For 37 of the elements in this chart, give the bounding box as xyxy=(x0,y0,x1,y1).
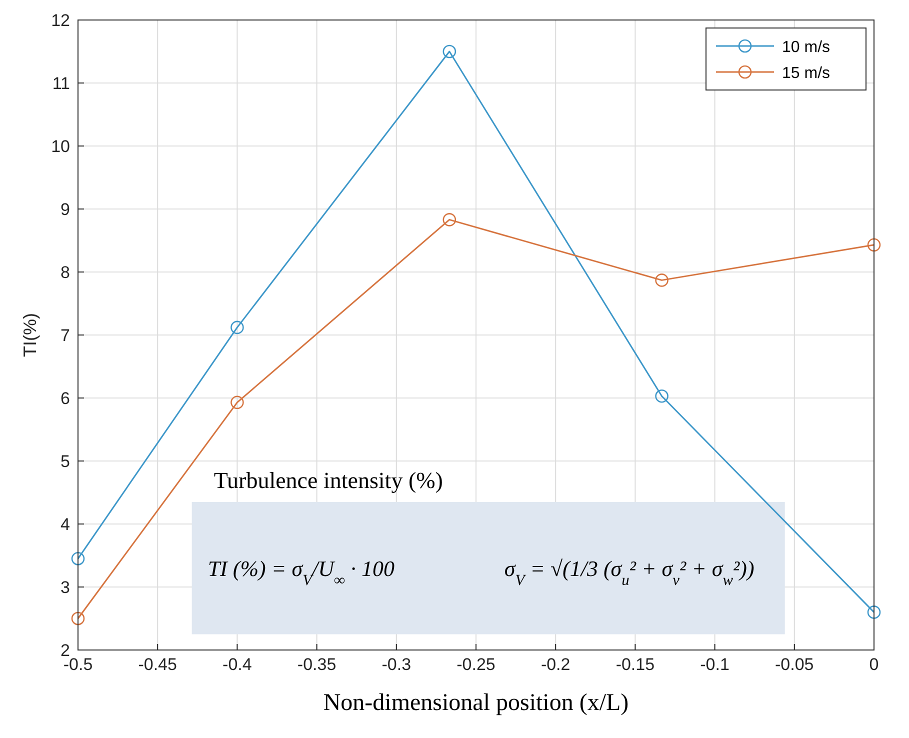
point xyxy=(867,606,881,619)
x-tick-label: -0.2 xyxy=(540,655,570,674)
point xyxy=(655,389,668,403)
y-tick-label: 9 xyxy=(60,200,70,219)
y-tick-label: 10 xyxy=(51,137,70,156)
point xyxy=(230,396,244,410)
x-tick-label: -0.3 xyxy=(382,655,412,674)
legend-label: 10 m/s xyxy=(782,39,830,56)
y-tick-label: 5 xyxy=(60,452,70,471)
y-tick-label: 4 xyxy=(60,515,70,534)
text: σ$_{V}$ = √(1/3 (σ$_{u}$² + σ$_{v}$² + σ$_{w}$²)) xyxy=(504,556,754,589)
x-tick-label: -0.15 xyxy=(616,655,655,674)
point xyxy=(230,320,244,334)
point xyxy=(442,213,456,226)
y-tick-label: 12 xyxy=(51,11,70,30)
point xyxy=(71,612,85,626)
x-tick-label: -0.05 xyxy=(775,655,814,674)
x-tick-label: -0.35 xyxy=(297,655,336,674)
x-tick-label: -0.4 xyxy=(222,655,252,674)
y-tick-label: 3 xyxy=(60,578,70,597)
point xyxy=(867,238,881,252)
annotation: TI (%) = σ$_{V}$/U$_{∞}$ · 100 xyxy=(208,556,394,589)
y-tick-label: 6 xyxy=(60,389,70,408)
point xyxy=(655,274,668,287)
x-axis-title: Non-dimensional position (x/L) xyxy=(323,690,629,716)
x-tick-label: -0.1 xyxy=(700,655,730,674)
y-tick-label: 7 xyxy=(60,326,70,345)
x-tick-label: -0.25 xyxy=(456,655,496,674)
y-axis-title: TI(%) xyxy=(20,313,40,357)
point xyxy=(442,44,456,58)
y-tick-label: 8 xyxy=(60,263,70,282)
legend-label: 15 m/s xyxy=(782,65,830,82)
x-tick-label: 0 xyxy=(869,655,879,674)
y-tick-label: 11 xyxy=(52,74,70,93)
point xyxy=(71,552,85,566)
annotation: Turbulence intensity (%) xyxy=(214,468,443,493)
x-tick-label: -0.45 xyxy=(138,655,177,674)
